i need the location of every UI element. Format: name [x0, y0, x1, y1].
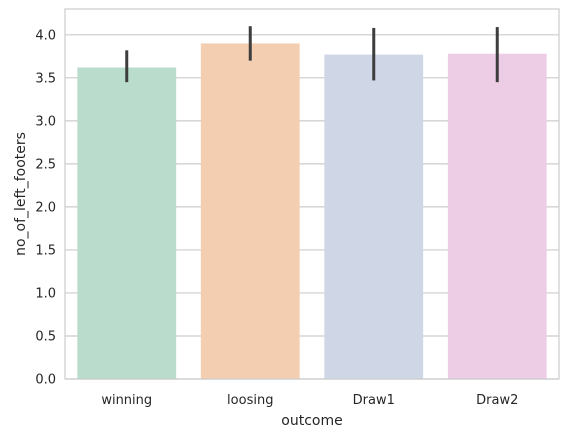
y-tick-label: 4.0: [35, 28, 56, 43]
bar-draw2: [447, 53, 547, 379]
x-axis-label: outcome: [281, 413, 342, 429]
x-tick-label: winning: [101, 393, 152, 408]
y-tick-label: 2.0: [35, 200, 56, 215]
bar-winning: [77, 67, 177, 379]
bar-draw1: [324, 54, 424, 380]
bar-loosing: [200, 43, 300, 379]
x-tick-labels: winning loosing Draw1 Draw2: [101, 393, 518, 408]
x-tick-label: Draw2: [476, 393, 518, 408]
y-tick-label: 1.5: [35, 243, 56, 258]
plot-frame: [64, 8, 560, 380]
x-tick-label: Draw1: [353, 393, 395, 408]
y-tick-label: 3.5: [35, 71, 56, 86]
y-tick-label: 0.0: [35, 373, 56, 388]
y-tick-label: 1.0: [35, 286, 56, 301]
y-tick-labels: 0.0 0.5 1.0 1.5 2.0 2.5 3.0 3.5 4.0: [35, 28, 56, 387]
y-axis-label: no_of_left_footers: [13, 132, 29, 256]
x-tick-label: loosing: [227, 393, 273, 408]
bars-layer: [77, 43, 547, 380]
y-tick-label: 3.0: [35, 114, 56, 129]
y-tick-label: 0.5: [35, 329, 56, 344]
y-tick-label: 2.5: [35, 157, 56, 172]
error-bars-layer: [125, 26, 499, 83]
